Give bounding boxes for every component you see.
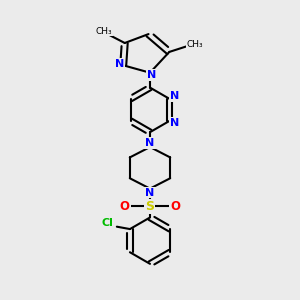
Text: CH₃: CH₃ — [186, 40, 203, 49]
Text: N: N — [170, 92, 179, 101]
Text: Cl: Cl — [101, 218, 113, 228]
Text: S: S — [146, 200, 154, 213]
Text: N: N — [146, 138, 154, 148]
Text: N: N — [147, 70, 156, 80]
Text: O: O — [170, 200, 180, 213]
Text: CH₃: CH₃ — [96, 27, 112, 36]
Text: N: N — [170, 118, 179, 128]
Text: N: N — [146, 188, 154, 197]
Text: N: N — [115, 59, 124, 69]
Text: O: O — [120, 200, 130, 213]
